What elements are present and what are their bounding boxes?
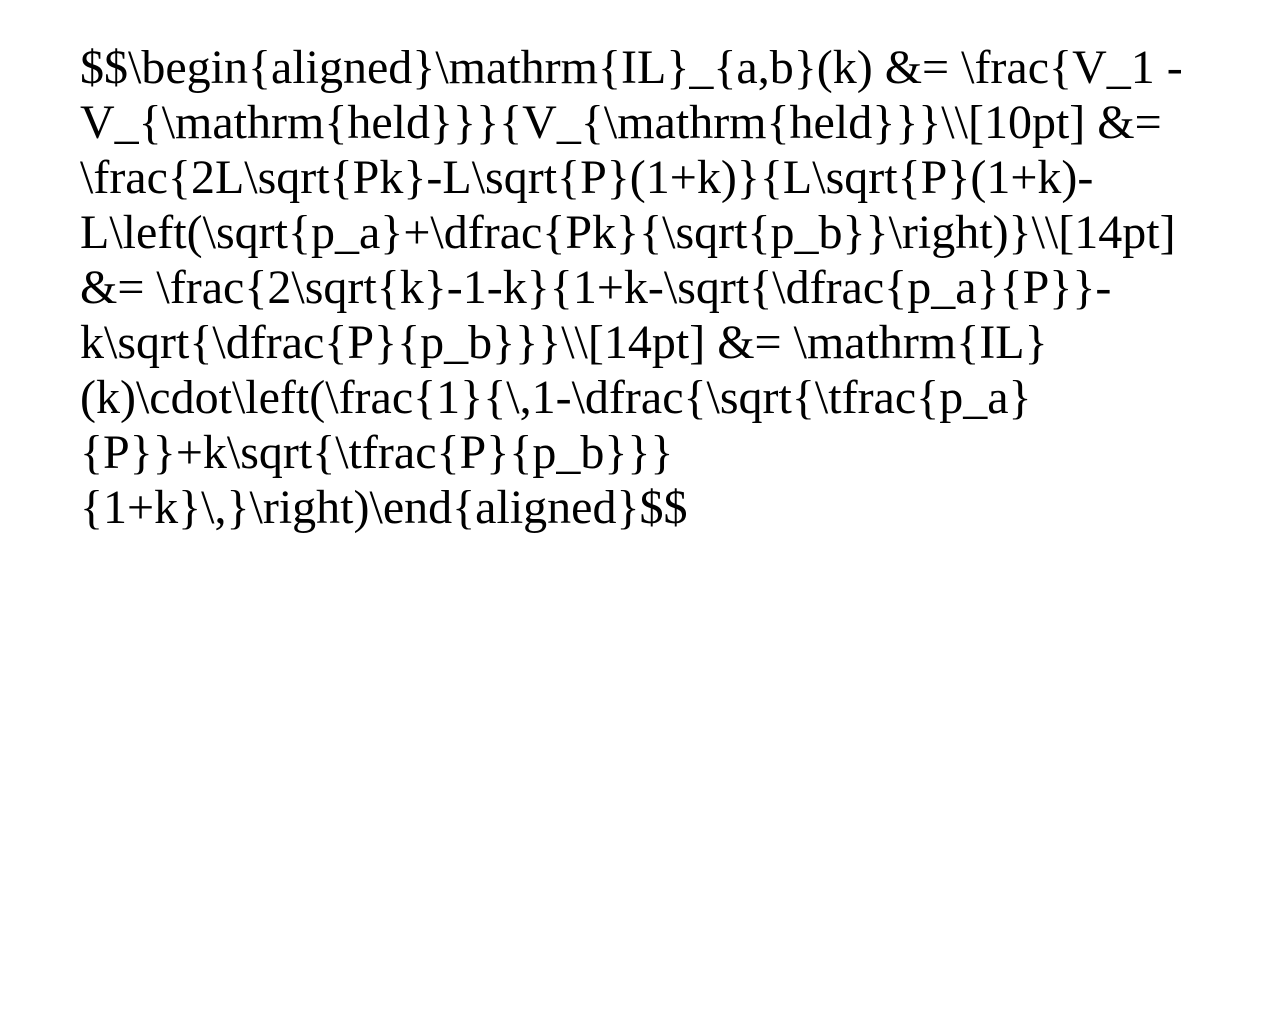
aligned-equation: $$\begin{aligned}\mathrm{IL}_{a,b}(k) &=…	[80, 40, 1240, 535]
equation-block: $$\begin{aligned}\mathrm{IL}_{a,b}(k) &=…	[0, 0, 1280, 535]
